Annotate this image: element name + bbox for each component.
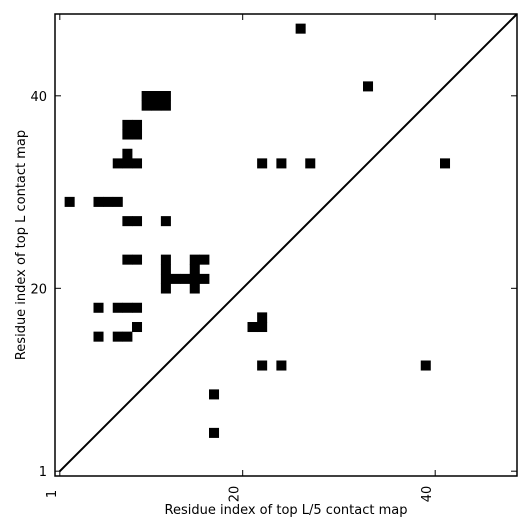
- contact-cell: [141, 91, 152, 102]
- x-axis-label: Residue index of top L/5 contact map: [165, 503, 408, 518]
- contact-cell: [199, 273, 210, 284]
- y-tick-label: 1: [39, 465, 47, 480]
- contact-cell: [160, 283, 171, 294]
- y-axis-label: Residue index of top L contact map: [14, 130, 29, 360]
- contact-cell: [112, 196, 123, 207]
- contact-cell: [112, 331, 123, 342]
- contact-cell: [93, 196, 104, 207]
- contact-cell: [132, 216, 143, 227]
- contact-cell: [112, 158, 123, 169]
- contact-cell: [247, 322, 258, 333]
- diagonal-line: [59, 13, 518, 472]
- contact-cell: [132, 129, 143, 140]
- x-tick-label: 40: [420, 486, 435, 503]
- contact-cell: [160, 264, 171, 275]
- plot-frame: [54, 13, 518, 477]
- x-tick-label: 1: [45, 490, 60, 498]
- contact-cell: [93, 302, 104, 313]
- contact-cell: [132, 322, 143, 333]
- contact-cell: [122, 148, 133, 159]
- contact-cell: [93, 331, 104, 342]
- contact-cell: [295, 23, 306, 34]
- contact-cell: [209, 389, 220, 400]
- contact-cell: [189, 273, 200, 284]
- contact-cell: [103, 196, 114, 207]
- y-tick-label: 40: [30, 90, 47, 105]
- contact-cell: [141, 100, 152, 111]
- contact-cell: [64, 196, 75, 207]
- contact-cell: [189, 283, 200, 294]
- axis-ticks: 1 20 40 1 20 40: [30, 14, 517, 502]
- x-tick-label: 20: [228, 486, 243, 503]
- contact-cell: [276, 158, 287, 169]
- contact-cell: [420, 360, 431, 371]
- contact-cell: [440, 158, 451, 169]
- contact-cell: [363, 81, 374, 92]
- contact-cell: [276, 360, 287, 371]
- contact-cell: [257, 158, 268, 169]
- contact-cell: [160, 91, 171, 102]
- contact-cell: [180, 273, 191, 284]
- contact-cell: [151, 100, 162, 111]
- contact-cell: [132, 158, 143, 169]
- contact-cell: [122, 158, 133, 169]
- contact-cell: [132, 254, 143, 265]
- contact-cell: [122, 254, 133, 265]
- contact-cells: [64, 23, 451, 438]
- contact-cell: [112, 302, 123, 313]
- contact-cell: [132, 302, 143, 313]
- contact-cell: [132, 119, 143, 130]
- contact-cell: [122, 216, 133, 227]
- contact-cell: [160, 216, 171, 227]
- contact-cell: [122, 302, 133, 313]
- contact-cell: [209, 427, 220, 438]
- contact-cell: [257, 360, 268, 371]
- contact-cell: [122, 331, 133, 342]
- contact-cell: [305, 158, 316, 169]
- y-tick-label: 20: [30, 282, 47, 297]
- contact-cell: [160, 273, 171, 284]
- contact-cell: [160, 100, 171, 111]
- contact-cell: [257, 322, 268, 333]
- contact-cell: [160, 254, 171, 265]
- contact-cell: [257, 312, 268, 323]
- contact-cell: [151, 91, 162, 102]
- contact-cell: [189, 254, 200, 265]
- contact-cell: [122, 129, 133, 140]
- contact-cell: [122, 119, 133, 130]
- contact-cell: [189, 264, 200, 275]
- contact-cell: [199, 254, 210, 265]
- contact-cell: [170, 273, 181, 284]
